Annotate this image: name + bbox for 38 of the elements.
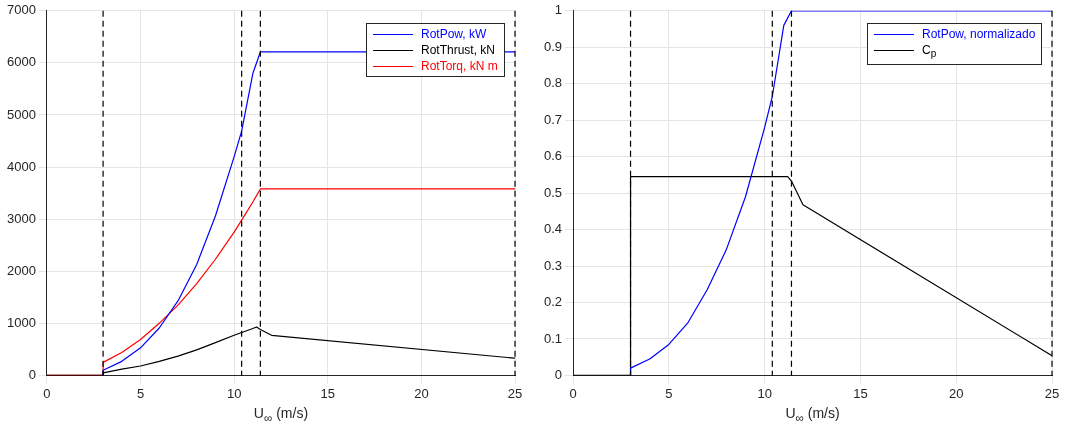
x-axis-title: U$_{∞}$ (m/s) <box>784 405 841 424</box>
y-tick-label: 0.2 <box>543 294 563 310</box>
y-tick-label: 0.6 <box>543 148 563 164</box>
y-tick-label: 1 <box>554 2 563 18</box>
y-tick-label: 7000 <box>7 2 36 18</box>
x-tick-label: 0 <box>569 385 577 401</box>
x-tick-label: 15 <box>853 385 868 401</box>
y-tick-label: 0.3 <box>543 257 563 273</box>
x-tick-label: 25 <box>1044 385 1060 401</box>
x-tick-label: 25 <box>507 385 523 401</box>
x-tick-label: 20 <box>948 385 964 401</box>
legend-label: C$_{p}$ <box>922 42 937 60</box>
x-tick-label: 5 <box>665 385 673 401</box>
y-tick-label: 0.5 <box>543 184 563 200</box>
y-tick-label: 6000 <box>7 54 36 70</box>
x-tick-label: 15 <box>320 385 335 401</box>
x-tick-label: 20 <box>414 385 429 401</box>
y-tick-label: 0 <box>28 366 36 382</box>
y-tick-label: 0.1 <box>543 330 563 346</box>
x-tick-label: 10 <box>757 385 772 401</box>
y-tick-label: 0.4 <box>543 221 563 237</box>
y-tick-label: 2000 <box>7 262 36 278</box>
y-tick-label: 0.7 <box>543 111 563 127</box>
y-tick-label: 5000 <box>7 106 36 122</box>
legend-label: RotPow, normalizado <box>922 26 1036 41</box>
y-tick-label: 0 <box>554 366 563 382</box>
x-axis-title: U$_{∞}$ (m/s) <box>252 405 310 424</box>
y-tick-label: 3000 <box>7 210 36 226</box>
legend-label: RotTorq, kN m <box>421 58 498 73</box>
x-tick-label: 5 <box>136 385 145 401</box>
x-tick-label: 0 <box>43 385 51 401</box>
legend-label: RotPow, kW <box>421 26 487 41</box>
legend-label: RotThrust, kN <box>421 42 496 57</box>
x-tick-label: 10 <box>226 385 242 401</box>
y-tick-label: 0.8 <box>543 75 563 91</box>
y-tick-label: 0.9 <box>543 38 563 54</box>
y-tick-label: 4000 <box>7 158 36 174</box>
y-tick-label: 1000 <box>7 314 36 330</box>
